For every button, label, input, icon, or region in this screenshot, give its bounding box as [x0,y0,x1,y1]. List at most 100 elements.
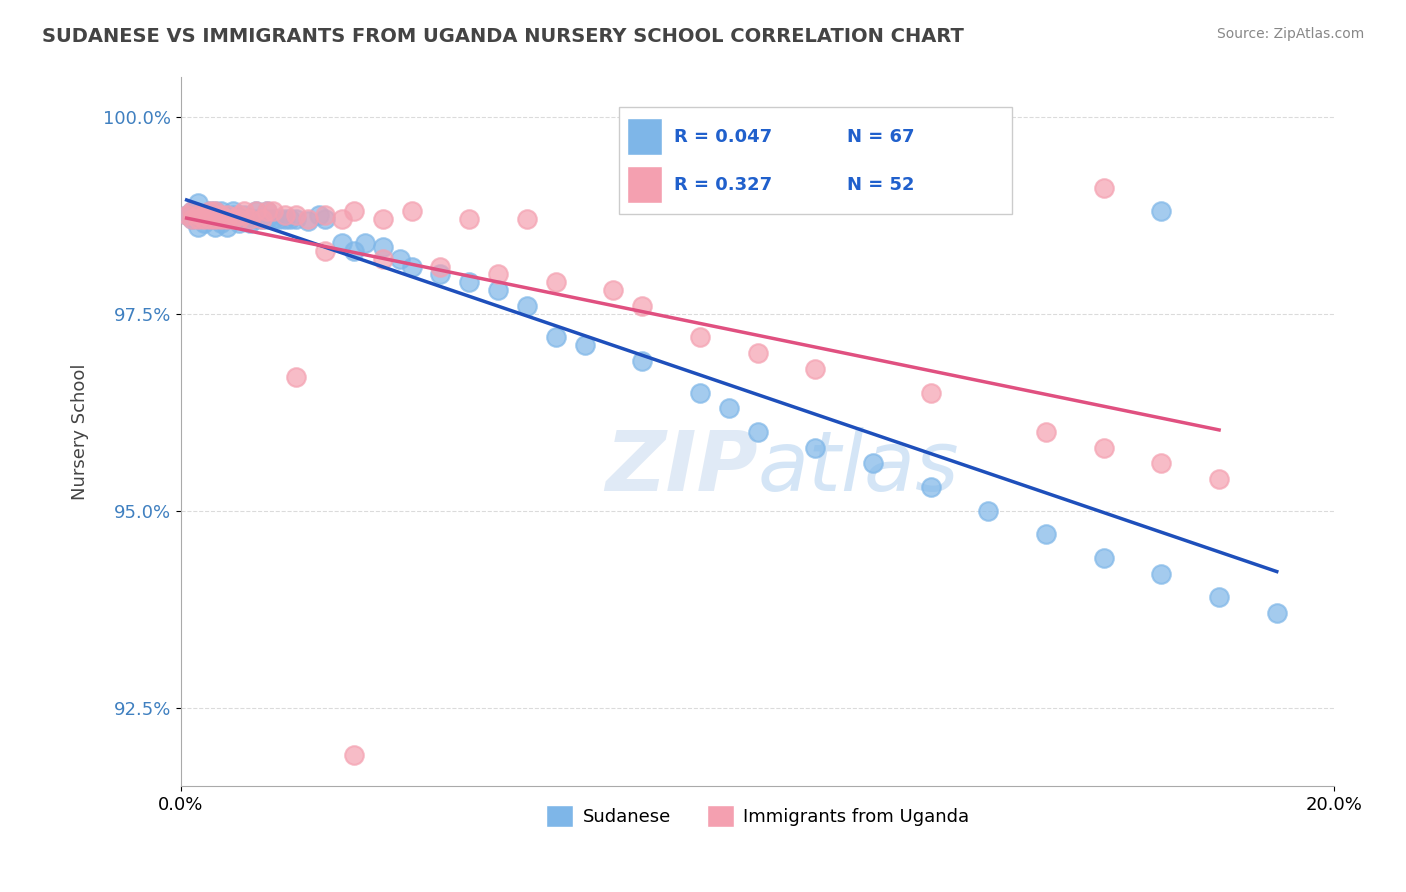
Point [1092,551,1115,566]
Point [204,212,226,227]
Point [273,212,295,227]
Point [1035,425,1057,439]
Point [689,385,711,400]
Point [228,216,250,230]
Point [1150,566,1173,581]
Point [1035,527,1057,541]
Point [717,401,740,416]
Point [631,354,654,368]
Y-axis label: Nursery School: Nursery School [72,364,89,500]
Point [574,338,596,352]
Point [1092,441,1115,455]
Point [544,275,567,289]
Point [193,208,215,222]
Point [429,260,451,274]
Point [198,212,221,227]
Point [920,385,942,400]
Point [262,204,284,219]
Point [204,220,226,235]
Point [250,212,273,227]
Point [193,212,215,227]
Text: R = 0.327: R = 0.327 [673,177,772,194]
Point [371,240,394,254]
Point [181,212,204,227]
Point [458,212,481,227]
Point [330,212,353,227]
Point [176,208,198,222]
Point [401,260,423,274]
Point [631,299,654,313]
Text: ZIP: ZIP [605,427,758,508]
Point [1150,457,1173,471]
Point [747,425,769,439]
Point [233,208,256,222]
Point [245,212,267,227]
Point [602,283,624,297]
Point [458,275,481,289]
Point [228,208,250,222]
Point [343,204,366,219]
Point [245,204,267,219]
Point [256,212,278,227]
Point [280,212,302,227]
Point [804,441,827,455]
Point [862,457,884,471]
Point [245,204,267,219]
Point [239,212,262,227]
Point [187,220,209,235]
Point [804,362,827,376]
Point [1208,591,1230,605]
Point [222,204,245,219]
Point [250,212,273,227]
Point [198,204,221,219]
Point [285,208,308,222]
Point [343,747,366,762]
Point [314,208,336,222]
Point [215,220,238,235]
Point [209,208,232,222]
Point [215,212,238,227]
Point [285,369,308,384]
Point [187,212,209,227]
Text: atlas: atlas [758,427,959,508]
Point [354,235,377,250]
Point [228,212,250,227]
Point [429,268,451,282]
Text: Source: ZipAtlas.com: Source: ZipAtlas.com [1216,27,1364,41]
Point [486,268,509,282]
Point [1208,472,1230,486]
Point [181,204,204,219]
Point [389,252,412,266]
Point [297,214,319,228]
Point [262,212,284,227]
Point [1092,180,1115,194]
Point [198,204,221,219]
Point [228,212,250,227]
Point [209,216,232,230]
Text: R = 0.047: R = 0.047 [673,128,772,146]
Point [285,212,308,227]
Point [267,212,290,227]
Point [209,212,232,227]
Point [256,204,278,219]
Point [222,212,245,227]
Point [222,208,245,222]
Point [977,504,1000,518]
Point [209,204,232,219]
Bar [627,166,662,203]
Point [233,204,256,219]
Point [222,212,245,227]
Text: SUDANESE VS IMMIGRANTS FROM UGANDA NURSERY SCHOOL CORRELATION CHART: SUDANESE VS IMMIGRANTS FROM UGANDA NURSE… [42,27,965,45]
Point [233,212,256,227]
Point [544,330,567,344]
Legend: Sudanese, Immigrants from Uganda: Sudanese, Immigrants from Uganda [538,797,976,834]
Point [187,208,209,222]
Point [239,216,262,230]
Point [204,212,226,227]
Point [920,480,942,494]
Point [273,208,295,222]
Point [516,212,538,227]
Point [198,208,221,222]
Point [176,208,198,222]
Point [330,235,353,250]
